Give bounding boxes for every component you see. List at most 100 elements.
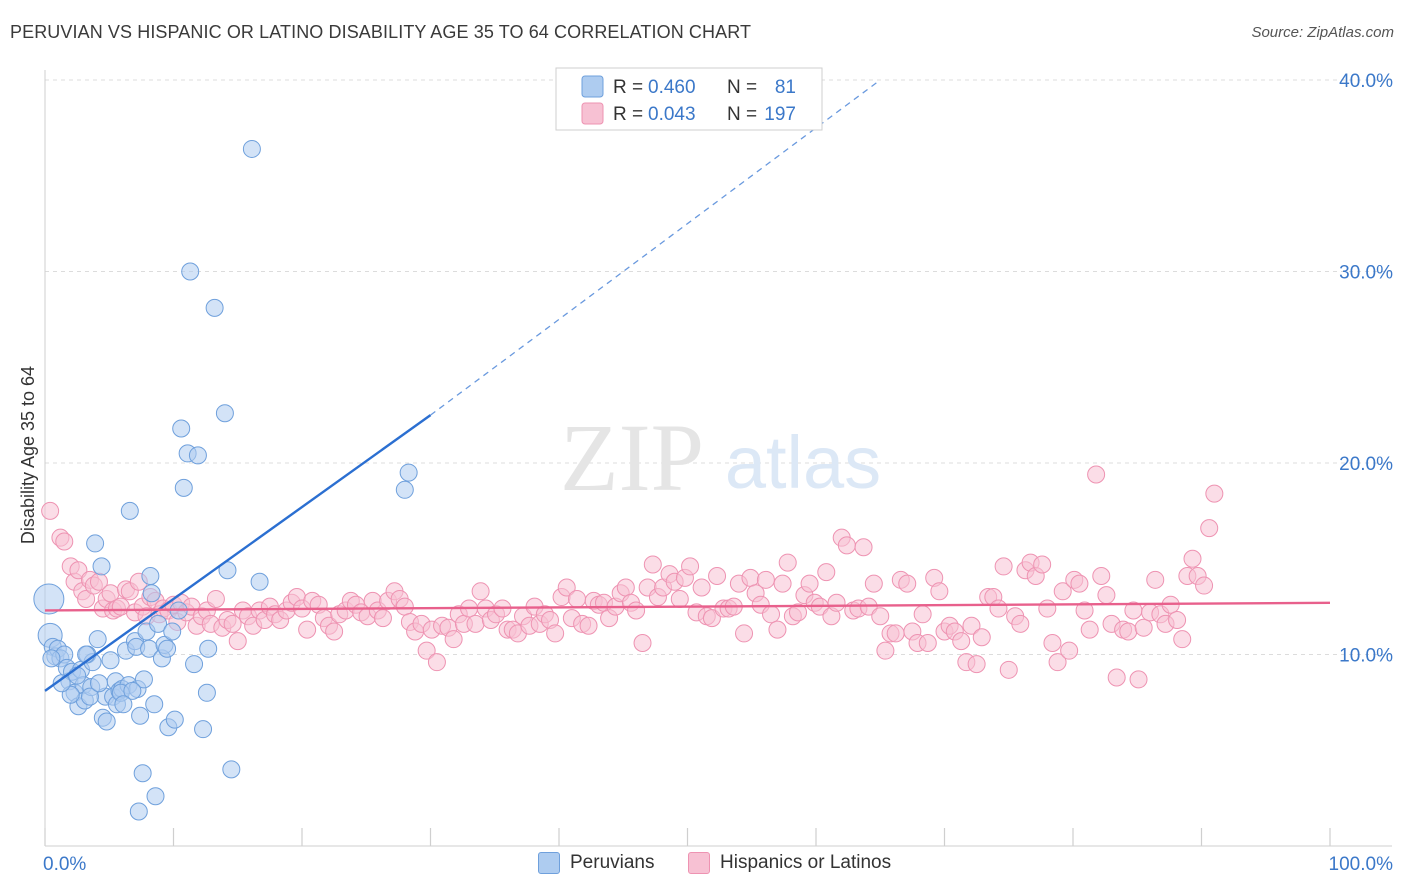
point-peruvians-76 [52,674,71,693]
point-hispanics-168 [913,605,932,624]
point-hispanics-141 [768,620,787,639]
point-hispanics-54 [298,620,317,639]
legend-swatch-peruvians-bottom [538,852,560,874]
point-peruvians-70 [42,649,61,668]
point-hispanics-183 [994,557,1013,576]
grid-lines [45,79,1392,655]
point-peruvians-61 [199,639,218,658]
point-hispanics-195 [1060,641,1079,660]
x-tick-label-0: 0.0% [43,854,86,875]
point-hispanics-200 [1087,465,1106,484]
point-hispanics-192 [1043,634,1062,653]
point-hispanics-161 [876,641,895,660]
point-peruvians-68 [395,480,414,499]
point-hispanics-221 [1200,519,1219,538]
point-hispanics-175 [952,632,971,651]
trend-hispanics [44,601,1331,612]
point-hispanics-123 [670,589,689,608]
legend-item-peruvians: Peruvians [538,852,655,874]
point-hispanics-140 [762,605,781,624]
point-peruvians-24 [101,651,120,670]
point-hispanics-208 [1129,670,1148,689]
point-hispanics-220 [1195,576,1214,595]
point-hispanics-41 [228,632,247,651]
point-hispanics-150 [817,563,836,582]
point-peruvians-43 [145,695,164,714]
trend-peruvians-extension [430,79,881,416]
point-peruvians-65 [222,760,241,779]
point-hispanics-106 [579,616,598,635]
legend-swatch-hispanics [581,102,604,125]
legend-r-label-peruvians: R = [613,77,643,98]
legend-r-label-hispanics: R = [613,104,643,125]
y-tick-label-0: 10.0% [1339,646,1393,667]
point-peruvians-66 [242,139,261,158]
point-hispanics-199 [1080,620,1099,639]
legend-n-label-peruvians: N = [727,77,757,98]
point-hispanics-190 [1033,555,1052,574]
point-peruvians-36 [131,706,150,725]
point-hispanics-211 [1146,570,1165,589]
point-hispanics-136 [741,568,760,587]
point-hispanics-194 [1053,582,1072,601]
watermark: ZIP atlas [560,404,881,511]
point-hispanics-102 [557,578,576,597]
point-peruvians-67 [250,572,269,591]
point-hispanics-197 [1070,574,1089,593]
point-hispanics-182 [989,599,1008,618]
trend-lines [44,79,1331,692]
point-hispanics-147 [800,574,819,593]
point-peruvians-18 [86,534,105,553]
point-hispanics-2 [55,532,74,551]
point-hispanics-193 [1048,653,1067,672]
point-hispanics-157 [854,538,873,557]
legend-bottom: Peruvians Hispanics or Latinos [0,852,1406,878]
point-hispanics-218 [1183,549,1202,568]
point-peruvians-38 [134,670,153,689]
series-peruvians-points [33,139,418,821]
legend-n-value-hispanics: 197 [764,104,796,125]
point-peruvians-0 [33,583,65,615]
point-peruvians-59 [194,720,213,739]
trend-peruvians [44,414,432,692]
point-hispanics-143 [778,553,797,572]
legend-n-label-hispanics: N = [727,104,757,125]
point-hispanics-72 [395,597,414,616]
y-tick-label-3: 40.0% [1339,71,1393,92]
legend-swatch-peruvians [581,75,604,98]
point-hispanics-152 [827,593,846,612]
legend-r-value-hispanics: 0.043 [648,104,696,125]
legend-swatch-hispanics-bottom [688,852,710,874]
point-hispanics-86 [471,582,490,601]
point-peruvians-42 [142,584,161,603]
point-hispanics-178 [967,655,986,674]
point-hispanics-115 [627,601,646,620]
point-peruvians-57 [185,655,204,674]
point-hispanics-113 [616,578,635,597]
point-hispanics-127 [692,578,711,597]
point-hispanics-81 [444,630,463,649]
point-peruvians-50 [163,622,182,641]
point-hispanics-59 [325,622,344,641]
point-hispanics-216 [1173,630,1192,649]
point-hispanics-139 [756,570,775,589]
point-hispanics-130 [708,566,727,585]
tick-labels: 10.0% 20.0% 30.0% 40.0% 0.0% 100.0% [43,71,1393,875]
point-hispanics-165 [898,574,917,593]
point-peruvians-20 [92,557,111,576]
series-hispanics-points [41,465,1224,689]
point-hispanics-179 [972,628,991,647]
y-tick-label-1: 20.0% [1339,454,1393,475]
point-hispanics-222 [1205,484,1224,503]
point-peruvians-54 [174,478,193,497]
y-axis-label: Disability Age 35 to 64 [18,366,38,544]
point-peruvians-41 [141,566,160,585]
point-hispanics-118 [643,555,662,574]
point-hispanics-76 [417,641,436,660]
point-peruvians-45 [149,614,168,633]
watermark-atlas: atlas [725,421,881,504]
point-peruvians-32 [120,501,139,520]
point-peruvians-58 [188,446,207,465]
point-peruvians-62 [205,298,224,317]
